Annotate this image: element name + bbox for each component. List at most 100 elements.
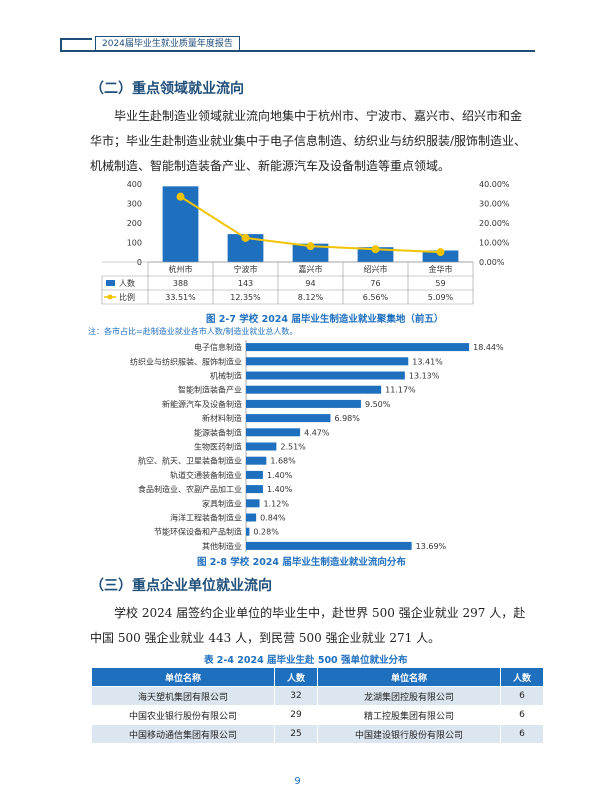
bar-航空、航天、卫星装备制造业 [246, 456, 267, 465]
category-label: 能源装备制造 [194, 427, 242, 437]
ratio-point-宁波市 [241, 233, 250, 242]
data-label: 13.41% [412, 357, 443, 366]
legend-key-ratio-dot [107, 294, 113, 300]
data-label-ratio: 8.12% [298, 293, 324, 302]
column-header-company-2: 单位名称 [317, 667, 501, 687]
chart-manufacturing-cities: 400 300 200 100 0 40.00% 30.00% 20.00% 10.00% 0.0… [101, 180, 510, 305]
data-label-count: 143 [238, 279, 253, 288]
y-tick-label: 100 [127, 239, 142, 248]
category-label: 机械制造 [210, 371, 242, 381]
section-title-key-enterprises: （三）重点企业单位就业流向 [90, 578, 272, 594]
category-label: 嘉兴市 [299, 264, 323, 274]
bar-其他制造业 [246, 541, 412, 550]
data-label: 18.44% [473, 343, 504, 352]
data-label: 0.84% [260, 514, 286, 523]
table-row: 中国移动通信集团有限公司 25 中国建设银行股份有限公司 6 [91, 724, 544, 744]
table-cell: 海天塑机集团有限公司 [91, 686, 275, 706]
section-paragraph-key-fields: 毕业生赴制造业领域就业流向地集中于杭州市、宁波市、嘉兴市、绍兴市和金华市；毕业生… [90, 109, 527, 173]
table-cell: 25 [274, 724, 318, 744]
data-label-count: 59 [435, 279, 445, 288]
bar-金华市 [422, 250, 459, 262]
ratio-point-嘉兴市 [306, 242, 315, 251]
section-title-key-fields: （二）重点领域就业流向 [90, 81, 244, 97]
table-cell: 中国农业银行股份有限公司 [91, 705, 275, 725]
data-label: 1.40% [267, 471, 293, 480]
bar-新材料制造 [246, 414, 331, 423]
table-cell: 6 [500, 724, 544, 744]
bar-嘉兴市 [292, 243, 329, 262]
bar-绍兴市 [357, 247, 394, 262]
page-number: 9 [294, 776, 301, 787]
data-label: 2.51% [280, 443, 306, 452]
data-label: 0.28% [253, 528, 279, 537]
chart-caption-2-8: 图 2-8 学校 2024 届毕业生制造业就业流向分布 [197, 557, 406, 568]
data-label: 6.98% [334, 414, 360, 423]
data-label: 1.68% [270, 457, 296, 466]
ratio-point-金华市 [436, 248, 445, 257]
table-cell: 6 [500, 705, 544, 725]
category-label: 其他制造业 [202, 541, 242, 551]
table-cell: 中国移动通信集团有限公司 [91, 724, 275, 744]
table-cell: 6 [500, 686, 544, 706]
y2-tick-label: 30.00% [479, 200, 510, 209]
bar-节能环保设备和产品制造 [246, 527, 250, 536]
section-paragraph-key-enterprises: 学校 2024 届签约企业单位的毕业生中，赴世界 500 强企业就业 297 人… [90, 606, 526, 645]
data-label-ratio: 5.09% [428, 293, 454, 302]
category-label: 杭州市 [169, 264, 193, 274]
data-label: 11.17% [385, 386, 416, 395]
legend-label-ratio: 比例 [119, 292, 135, 302]
header-decoration [60, 38, 92, 52]
column-header-count-2: 人数 [500, 667, 544, 687]
data-label: 4.47% [304, 428, 330, 437]
data-label-ratio: 33.51% [165, 293, 196, 302]
category-label: 生物医药制造 [194, 442, 242, 452]
chart-note: 注：各市占比=赴制造业就业各市人数/制造业就业总人数。 [88, 327, 298, 336]
ratio-point-杭州市 [176, 192, 185, 201]
category-label: 海洋工程装备制造业 [170, 513, 242, 523]
y2-tick-label: 20.00% [479, 219, 510, 228]
table-header-row: 单位名称 人数 单位名称 人数 [91, 667, 544, 687]
table-500-employers: 单位名称 人数 单位名称 人数 海天塑机集团有限公司 32 龙湖集团控股有限公司… [91, 667, 544, 744]
category-label: 航空、航天、卫星装备制造业 [138, 456, 242, 466]
category-label: 新能源汽车及设备制造 [162, 399, 242, 409]
bar-新能源汽车及设备制造 [246, 399, 361, 408]
data-label: 9.50% [365, 400, 391, 409]
bar-能源装备制造 [246, 428, 301, 437]
category-label: 食品制造业、农副产品加工业 [138, 484, 242, 494]
legend-key-count [106, 280, 115, 286]
data-label: 13.13% [409, 372, 440, 381]
y-tick-label: 0 [137, 258, 142, 267]
table-row: 中国农业银行股份有限公司 29 精工控股集团有限公司 6 [91, 705, 544, 725]
bar-生物医药制造 [246, 442, 277, 451]
table-caption: 表 2-4 2024 届毕业生赴 500 强单位就业分布 [204, 655, 408, 666]
legend-label-count: 人数 [119, 278, 135, 288]
bar-食品制造业、农副产品加工业 [246, 485, 263, 494]
category-label: 家具制造业 [202, 498, 242, 508]
ratio-point-绍兴市 [371, 245, 380, 254]
table-cell: 29 [274, 705, 318, 725]
table-cell: 龙湖集团控股有限公司 [317, 686, 501, 706]
column-header-count-1: 人数 [274, 667, 318, 687]
y-tick-label: 400 [127, 180, 142, 189]
category-label: 新材料制造 [202, 413, 242, 423]
y2-tick-label: 40.00% [479, 180, 510, 189]
category-label: 纺织业与纺织服装、服饰制造业 [130, 356, 242, 366]
category-label: 绍兴市 [364, 264, 388, 274]
data-label-count: 388 [173, 279, 188, 288]
category-label: 电子信息制造 [194, 342, 242, 352]
category-label: 轨道交通装备制造业 [170, 470, 242, 480]
data-label-ratio: 12.35% [230, 293, 261, 302]
table-row: 海天塑机集团有限公司 32 龙湖集团控股有限公司 6 [91, 686, 544, 706]
bar-机械制造 [246, 371, 405, 380]
data-label: 13.69% [416, 542, 447, 551]
table-cell: 中国建设银行股份有限公司 [317, 724, 501, 744]
bar-轨道交通装备制造业 [246, 470, 263, 479]
chart-manufacturing-sectors: 电子信息制造 18.44% 纺织业与纺织服装、服饰制造业 13.41% 机械制造 13.1… [130, 340, 504, 552]
y-tick-label: 300 [127, 200, 142, 209]
table-cell: 精工控股集团有限公司 [317, 705, 501, 725]
data-label: 1.40% [267, 485, 293, 494]
category-label: 节能环保设备和产品制造 [154, 527, 242, 537]
bar-纺织业与纺织服装、服饰制造业 [246, 357, 409, 366]
bar-海洋工程装备制造业 [246, 513, 257, 522]
header-rule [60, 50, 535, 52]
